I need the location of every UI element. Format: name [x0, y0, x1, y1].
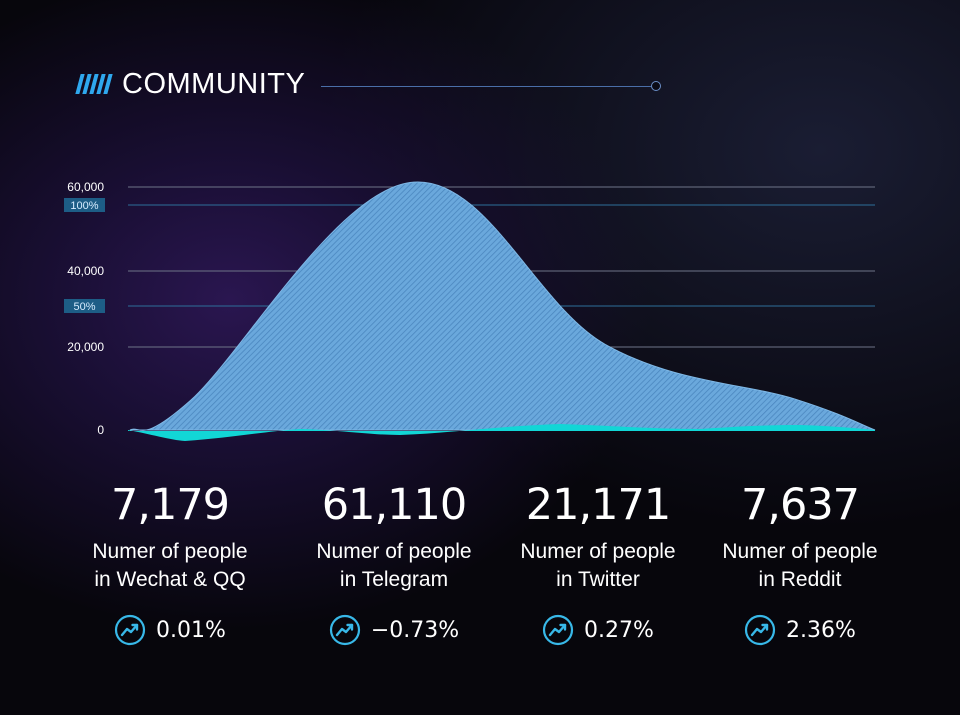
- stat-desc-line: Numer of people: [520, 540, 676, 563]
- stat-percent: 0.01%: [156, 617, 226, 643]
- stat-twitter: 21,171 Numer of people in Twitter 0.27%: [498, 478, 698, 646]
- stat-desc-line: in Telegram: [339, 568, 449, 591]
- trend-up-icon: [114, 614, 146, 646]
- stat-wechat-qq: 7,179 Numer of people in Wechat & QQ 0.0…: [70, 478, 270, 646]
- stat-desc-line: in Wechat & QQ: [94, 568, 246, 591]
- area-fill: [129, 181, 876, 431]
- percent-tick-label: 100%: [70, 200, 98, 212]
- percent-tick-label: 50%: [73, 301, 95, 313]
- stat-change: 0.01%: [70, 614, 270, 646]
- area-series: [128, 181, 876, 441]
- stat-description: Numer of people in Wechat & QQ: [70, 538, 270, 594]
- page-title: COMMUNITY: [122, 68, 306, 100]
- stat-description: Numer of people in Telegram: [294, 538, 494, 594]
- y-tick-label: 0: [97, 423, 104, 437]
- stat-change: −0.73%: [294, 614, 494, 646]
- axis-labels: 0 20,000 40,000 60,000 50% 100%: [64, 180, 105, 437]
- stat-desc-line: in Reddit: [758, 568, 842, 591]
- stat-desc-line: Numer of people: [722, 540, 878, 563]
- section-header: COMMUNITY: [75, 62, 676, 106]
- stat-value: 7,179: [110, 480, 230, 530]
- trend-up-icon: [744, 614, 776, 646]
- percent-badge: [64, 198, 105, 212]
- y-tick-label: 40,000: [67, 264, 104, 278]
- title-divider-dot: [651, 81, 661, 91]
- stat-value: 61,110: [321, 480, 467, 530]
- stat-value: 21,171: [525, 480, 671, 530]
- trend-up-icon: [542, 614, 574, 646]
- stat-percent: −0.73%: [370, 617, 460, 643]
- stat-description: Numer of people in Twitter: [498, 538, 698, 594]
- stat-change: 0.27%: [498, 614, 698, 646]
- stat-percent: 2.36%: [786, 617, 856, 643]
- stat-percent: 0.27%: [584, 617, 654, 643]
- stat-reddit: 7,637 Numer of people in Reddit 2.36%: [700, 478, 900, 646]
- percent-badge: [64, 299, 105, 313]
- stat-telegram: 61,110 Numer of people in Telegram −0.73…: [294, 478, 494, 646]
- area-chart: 0 20,000 40,000 60,000 50% 100%: [64, 180, 876, 441]
- stat-desc-line: Numer of people: [92, 540, 248, 563]
- y-tick-label: 60,000: [67, 180, 104, 194]
- stat-desc-line: in Twitter: [556, 568, 640, 591]
- stat-change: 2.36%: [700, 614, 900, 646]
- stat-desc-line: Numer of people: [316, 540, 472, 563]
- stat-value: 7,637: [740, 480, 860, 530]
- stat-description: Numer of people in Reddit: [700, 538, 900, 594]
- y-tick-label: 20,000: [67, 340, 104, 354]
- baseline-ribbon: [128, 424, 875, 441]
- title-divider: [321, 86, 651, 87]
- trend-up-icon: [329, 614, 360, 646]
